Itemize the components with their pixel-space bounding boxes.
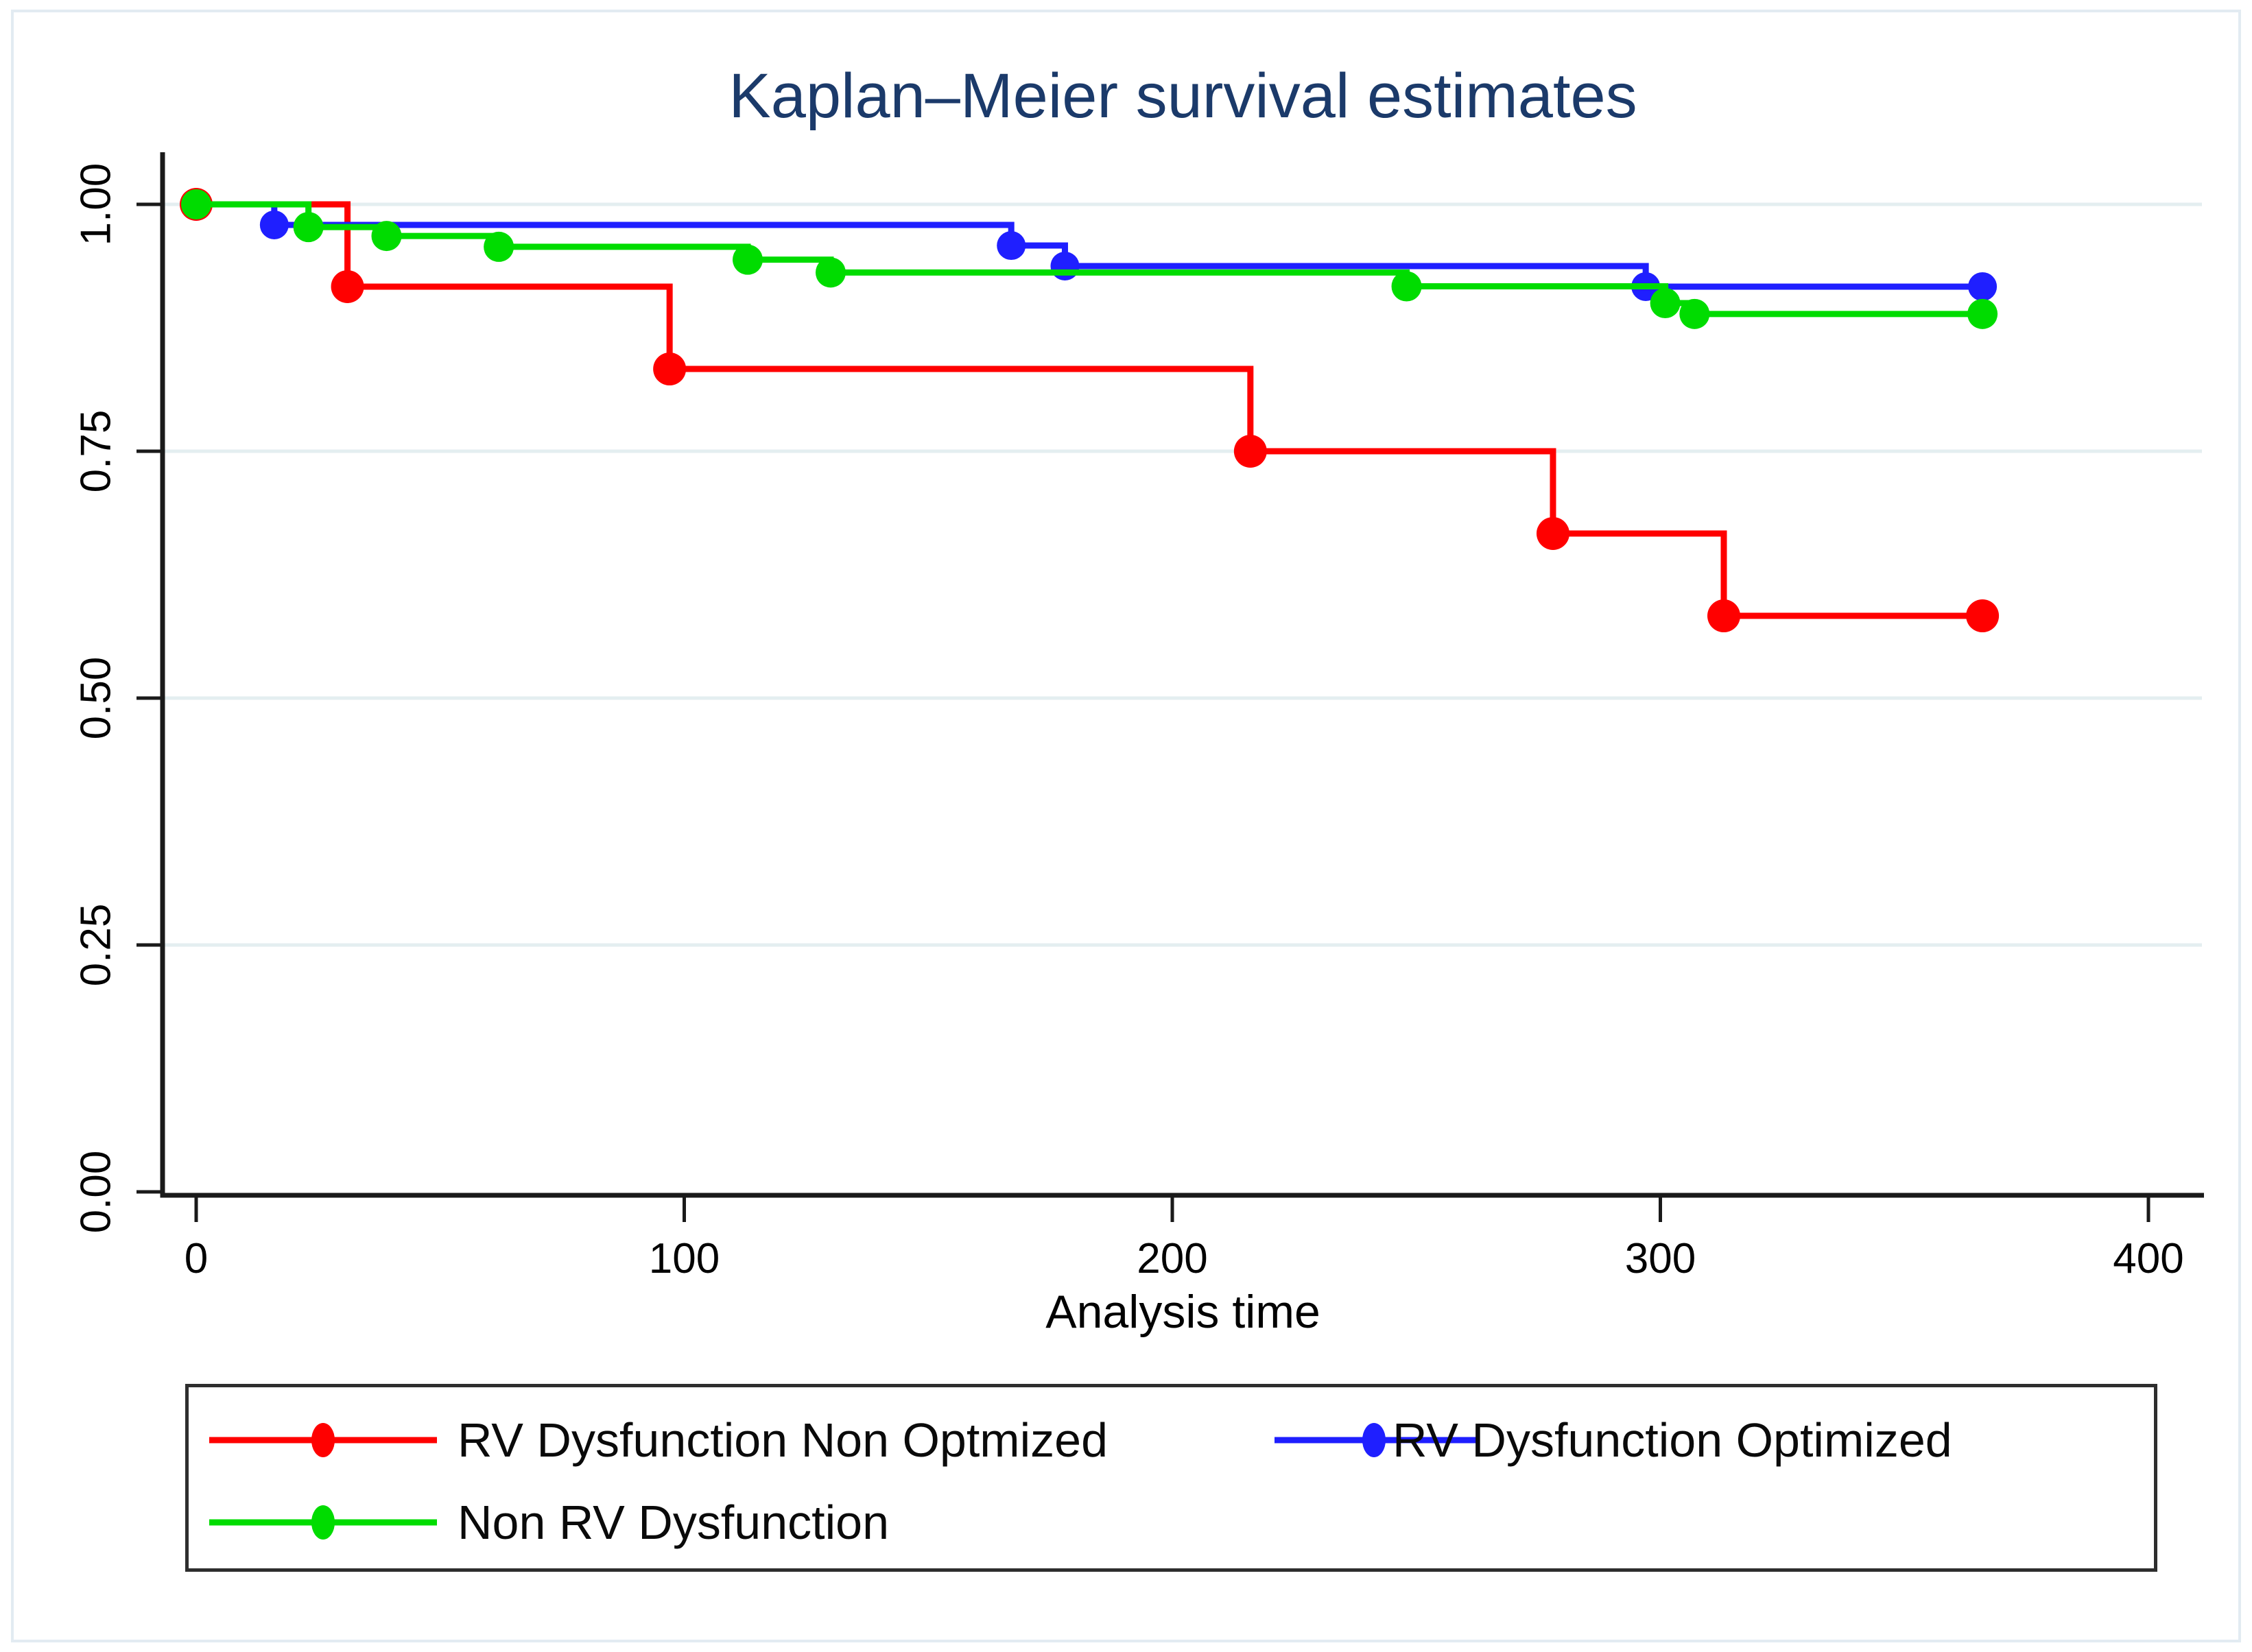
x-tick-label: 200 [1137,1235,1207,1282]
legend-dot [1362,1423,1386,1457]
legend-swatch-red [209,1423,437,1457]
curve-marker [1966,599,2000,633]
curve-marker [484,231,514,262]
curve-marker [1233,435,1267,468]
curve-marker [815,257,846,288]
legend: RV Dysfunction Non Optmized RV Dysfuncti… [185,1384,2157,1572]
legend-label: RV Dysfunction Non Optmized [458,1413,1109,1467]
series-curves [180,188,2000,633]
legend-swatch-green [209,1505,437,1540]
curve-marker [293,212,324,243]
curve-marker [1650,288,1681,318]
curve-marker [1536,516,1569,550]
curve-marker [732,244,763,275]
y-tick-label: 1.00 [73,163,120,246]
y-tick-label: 0.25 [73,904,120,987]
curve-marker [1679,298,1710,329]
curve-marker [1391,271,1422,302]
gridlines [163,202,2202,947]
curve-marker [181,189,211,219]
curve-marker [997,231,1026,261]
x-tick-label: 300 [1625,1235,1696,1282]
y-ticks: 0.00 0.25 0.50 0.75 1.00 [73,163,161,1234]
x-tick-label: 0 [185,1235,208,1282]
curve-marker [1050,252,1080,280]
curve-marker [1968,272,1998,301]
legend-label: Non RV Dysfunction [458,1496,890,1549]
y-tick-label: 0.75 [73,410,120,493]
curve-marker [259,210,289,239]
y-tick-label: 0.50 [73,657,120,740]
legend-label: RV Dysfunction Optimized [1392,1413,1952,1467]
curve-marker [1707,599,1740,633]
chart-title: Kaplan–Meier survival estimates [728,61,1637,131]
x-tick-label: 100 [649,1235,720,1282]
y-tick-label: 0.00 [73,1151,120,1234]
legend-swatch-blue [1275,1423,1477,1457]
x-tick-label: 400 [2113,1235,2183,1282]
axes [160,152,2204,1198]
x-ticks: 0 100 200 300 400 [185,1197,2184,1282]
legend-dot [311,1505,335,1540]
curve-marker [331,270,364,303]
survival-curve [196,201,1983,318]
x-axis-title: Analysis time [1045,1286,1320,1338]
curve-marker [1967,298,1998,329]
curve-marker [653,352,687,386]
curve-marker [371,221,402,252]
legend-dot [311,1423,335,1457]
